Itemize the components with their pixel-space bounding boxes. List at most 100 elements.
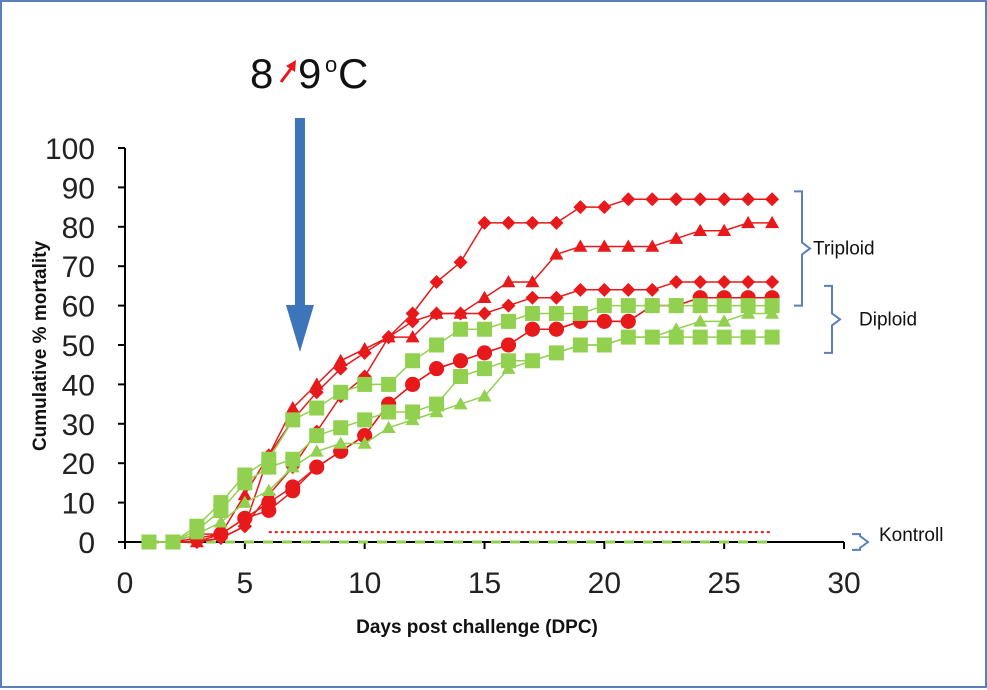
data-point-square bbox=[477, 361, 492, 377]
data-point-diamond bbox=[765, 192, 780, 207]
data-point-triangle bbox=[213, 515, 228, 528]
data-point-triangle bbox=[501, 274, 516, 288]
x-tick-label: 15 bbox=[468, 567, 501, 600]
x-tick-label: 20 bbox=[588, 567, 621, 600]
y-tick-label: 0 bbox=[78, 527, 95, 560]
data-point-square bbox=[333, 420, 349, 436]
data-point-triangle bbox=[237, 495, 252, 508]
data-point-diamond bbox=[741, 274, 756, 289]
data-point-square bbox=[548, 305, 564, 321]
data-point-triangle bbox=[309, 444, 324, 457]
arrow-head bbox=[285, 305, 314, 352]
temp-from-label: 8 bbox=[250, 50, 273, 97]
data-point-diamond bbox=[765, 274, 780, 289]
diploid-bracket-shape bbox=[824, 284, 842, 354]
data-point-triangle bbox=[453, 397, 468, 410]
data-point-circle bbox=[309, 459, 325, 475]
data-point-circle bbox=[213, 526, 229, 542]
y-tick-label: 50 bbox=[62, 330, 95, 363]
x-tick-label: 10 bbox=[348, 567, 381, 600]
data-point-triangle bbox=[285, 401, 300, 414]
data-point-diamond bbox=[717, 274, 732, 289]
y-tick-label: 100 bbox=[45, 133, 95, 166]
diploid-bracket-label: Diploid bbox=[859, 309, 917, 330]
data-point-diamond bbox=[573, 282, 588, 297]
data-point-triangle bbox=[669, 322, 684, 335]
data-point-triangle bbox=[549, 247, 564, 260]
bracket-diploid: Diploid bbox=[824, 284, 917, 354]
data-point-triangle bbox=[645, 330, 660, 343]
data-point-square bbox=[333, 384, 349, 400]
data-point-diamond bbox=[621, 282, 636, 297]
data-point-square bbox=[764, 329, 780, 345]
data-point-square bbox=[357, 412, 373, 428]
bracket-control: Kontroll bbox=[852, 525, 943, 551]
data-point-square bbox=[596, 298, 612, 314]
data-point-diamond bbox=[405, 314, 420, 329]
data-point-square bbox=[381, 404, 397, 420]
data-point-square bbox=[429, 396, 445, 412]
data-point-triangle bbox=[501, 361, 516, 374]
data-point-square bbox=[357, 376, 373, 392]
data-point-diamond bbox=[525, 215, 540, 230]
data-point-diamond bbox=[693, 274, 708, 289]
y-tick-label: 20 bbox=[62, 448, 95, 481]
data-point-diamond bbox=[453, 306, 468, 321]
data-point-triangle bbox=[405, 412, 420, 426]
data-point-circle bbox=[285, 483, 301, 499]
data-point-circle bbox=[405, 376, 421, 392]
data-point-square bbox=[237, 475, 253, 491]
data-point-diamond bbox=[525, 290, 540, 305]
triploid-bracket-shape bbox=[794, 190, 812, 307]
x-tick-label: 5 bbox=[236, 567, 253, 600]
data-point-triangle bbox=[765, 306, 780, 319]
data-point-circle bbox=[261, 502, 277, 518]
data-point-triangle bbox=[693, 223, 708, 236]
data-point-square bbox=[453, 321, 469, 337]
data-point-triangle bbox=[669, 231, 684, 244]
data-point-diamond bbox=[693, 192, 708, 207]
y-tick-label: 30 bbox=[62, 409, 95, 442]
data-point-diamond bbox=[549, 290, 564, 305]
y-tick-label: 80 bbox=[62, 212, 95, 245]
data-point-triangle bbox=[285, 460, 300, 473]
data-point-triangle bbox=[429, 404, 444, 418]
temp-to-label: 9 bbox=[298, 50, 321, 97]
data-point-triangle bbox=[477, 290, 492, 303]
data-point-triangle bbox=[141, 535, 156, 548]
x-tick-label: 0 bbox=[117, 567, 134, 600]
series-diploid-triangle-7 bbox=[141, 306, 780, 548]
data-point-triangle bbox=[573, 338, 588, 351]
data-point-circle bbox=[357, 428, 373, 444]
data-point-diamond bbox=[669, 274, 684, 289]
data-point-circle bbox=[477, 345, 492, 361]
triploid-bracket-label: Triploid bbox=[813, 238, 875, 259]
data-point-triangle bbox=[741, 215, 756, 229]
series-diploid-square-5 bbox=[141, 298, 780, 550]
data-point-diamond bbox=[621, 192, 636, 207]
data-point-diamond bbox=[501, 298, 516, 313]
data-point-square bbox=[285, 412, 301, 428]
data-point-diamond bbox=[645, 282, 660, 297]
data-point-diamond bbox=[429, 306, 444, 321]
data-point-triangle bbox=[717, 314, 732, 327]
data-point-circle bbox=[524, 321, 540, 337]
data-point-square bbox=[764, 298, 780, 314]
data-point-diamond bbox=[597, 282, 612, 297]
bracket-layer: Triploid Diploid Kontroll bbox=[794, 190, 943, 551]
data-point-triangle bbox=[237, 487, 252, 500]
data-point-square bbox=[381, 376, 397, 392]
y-tick-label: 70 bbox=[62, 251, 95, 284]
arrow-down-icon bbox=[285, 118, 314, 352]
data-point-diamond bbox=[429, 274, 444, 289]
data-point-triangle bbox=[597, 338, 612, 351]
data-point-triangle bbox=[357, 436, 372, 449]
axes: 0 5 10 15 20 25 30 0 10 20 30 40 50 60 70 80 90 100 bbox=[45, 133, 861, 600]
data-point-square bbox=[477, 321, 492, 337]
data-point-square bbox=[716, 329, 732, 345]
data-point-triangle bbox=[621, 239, 636, 252]
data-point-square bbox=[500, 313, 516, 329]
data-point-diamond bbox=[549, 215, 564, 230]
data-point-diamond bbox=[501, 215, 516, 230]
data-point-square bbox=[740, 298, 756, 314]
